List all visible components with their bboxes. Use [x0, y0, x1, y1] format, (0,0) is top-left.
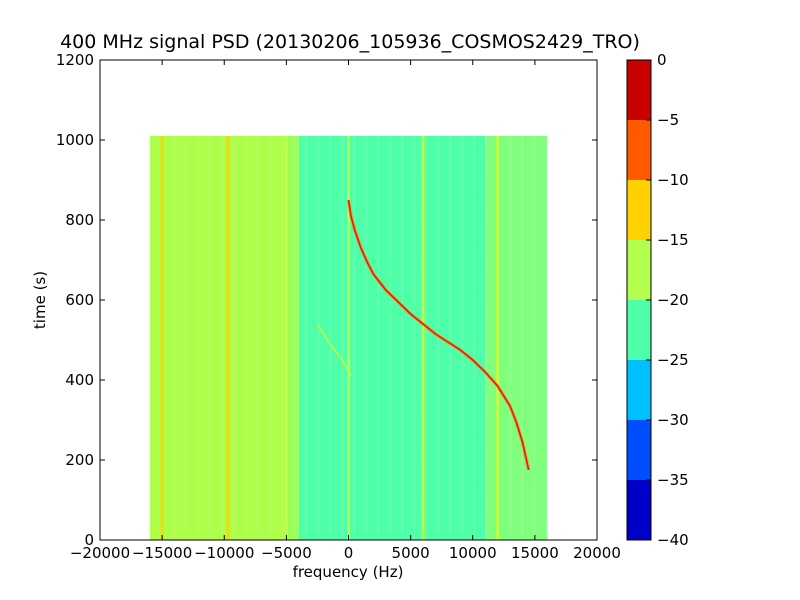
- texture-stripe: [509, 136, 511, 540]
- texture-stripe: [461, 136, 463, 540]
- x-tick-label: 5000: [392, 544, 430, 562]
- colorbar-tick-label: −5: [657, 111, 679, 129]
- colorbar-swatch: [627, 480, 651, 540]
- colorbar-swatch: [627, 240, 651, 300]
- texture: [149, 135, 547, 540]
- colorbar-swatch: [627, 360, 651, 420]
- x-tick-label: 10000: [449, 544, 497, 562]
- heatmap-layer: [149, 135, 548, 540]
- x-axis-title: frequency (Hz): [293, 563, 404, 581]
- band-1: [286, 136, 299, 540]
- signal-trace: [347, 199, 530, 471]
- colorbar-tick-label: −35: [657, 471, 689, 489]
- texture-stripe: [341, 136, 343, 540]
- y-tick-label: 400: [65, 371, 94, 389]
- texture-stripe: [545, 136, 547, 540]
- texture-stripe: [317, 136, 319, 540]
- texture-stripe: [221, 136, 223, 540]
- texture-stripe: [197, 136, 199, 540]
- y-tick-label: 1000: [56, 131, 94, 149]
- x-tick-label: −5000: [261, 544, 312, 562]
- x-tick-label: −15000: [132, 544, 192, 562]
- texture-stripe: [437, 136, 439, 540]
- texture-stripe: [353, 136, 355, 540]
- colorbar-tick-label: −10: [657, 171, 689, 189]
- x-tick-label: 0: [344, 544, 354, 562]
- x-tick-label: −10000: [194, 544, 254, 562]
- spectral-line-2: [284, 136, 288, 540]
- texture-stripe: [269, 136, 271, 540]
- colorbar-swatch: [627, 120, 651, 180]
- spectral-line-1: [226, 136, 230, 540]
- texture-stripe: [365, 136, 367, 540]
- y-axis: 0 200 400 600 800 1000 1200: [56, 51, 597, 549]
- texture-stripe: [209, 136, 211, 540]
- colorbar-tick-label: −40: [657, 531, 689, 549]
- texture-stripe: [149, 136, 151, 540]
- texture-stripe: [425, 136, 427, 540]
- colorbar-swatch: [627, 60, 651, 120]
- colorbar-tick-label: −25: [657, 351, 689, 369]
- texture-stripe: [473, 136, 475, 540]
- spectral-line-3: [347, 136, 350, 540]
- x-axis: −20000 −15000 −10000 −5000 0 5000 10000 15000 20…: [70, 60, 621, 562]
- texture-stripe: [305, 136, 307, 540]
- texture-stripe: [521, 136, 523, 540]
- spectral-line-5: [496, 136, 500, 540]
- faint-trace: [316, 323, 352, 377]
- texture-stripe: [281, 136, 283, 540]
- texture-stripe: [329, 136, 331, 540]
- colorbar-swatch: [627, 420, 651, 480]
- texture-stripe: [233, 136, 235, 540]
- band-2: [298, 136, 486, 540]
- texture-stripe: [185, 136, 187, 540]
- texture-stripe: [293, 136, 295, 540]
- colorbar-swatch: [627, 300, 651, 360]
- y-tick-label: 200: [65, 451, 94, 469]
- x-tick-label: 15000: [511, 544, 559, 562]
- band-3: [485, 136, 548, 540]
- colorbar-swatch: [627, 180, 651, 240]
- y-tick-label: 0: [84, 531, 94, 549]
- band-0: [149, 136, 287, 540]
- texture-stripe: [257, 136, 259, 540]
- texture-stripe: [413, 136, 415, 540]
- colorbar-tick-label: 0: [657, 51, 667, 69]
- texture-stripe: [173, 136, 175, 540]
- y-axis-title: time (s): [31, 271, 49, 329]
- y-tick-label: 800: [65, 211, 94, 229]
- texture-stripe: [377, 136, 379, 540]
- colorbar-tick-label: −30: [657, 411, 689, 429]
- texture-stripe: [449, 136, 451, 540]
- x-tick-label: −20000: [70, 544, 130, 562]
- texture-stripe: [389, 136, 391, 540]
- spectral-line-0: [160, 136, 164, 540]
- colorbar: −40 −35 −30 −25 −20 −15 −10 −5 0: [626, 51, 689, 549]
- texture-stripe: [533, 136, 535, 540]
- signal-trace-layer: [346, 199, 531, 471]
- texture-stripe: [245, 136, 247, 540]
- chart-title: 400 MHz signal PSD (20130206_105936_COSM…: [60, 31, 640, 53]
- texture-stripe: [485, 136, 487, 540]
- x-tick-label: 20000: [573, 544, 621, 562]
- y-tick-label: 1200: [56, 51, 94, 69]
- colorbar-tick-label: −20: [657, 291, 689, 309]
- y-tick-label: 600: [65, 291, 94, 309]
- spectral-line-4: [421, 136, 425, 540]
- colorbar-tick-label: −15: [657, 231, 689, 249]
- texture-stripe: [401, 136, 403, 540]
